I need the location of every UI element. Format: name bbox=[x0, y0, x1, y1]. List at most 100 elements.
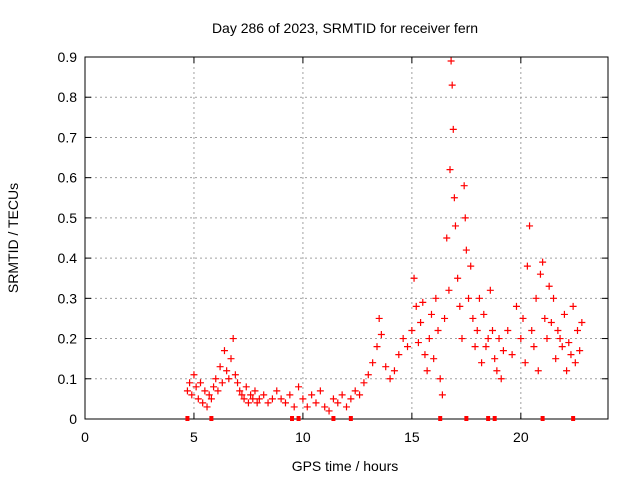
data-point bbox=[432, 294, 440, 302]
data-point bbox=[528, 327, 536, 335]
data-point bbox=[423, 367, 431, 375]
data-point bbox=[299, 395, 307, 403]
axis-marker bbox=[464, 416, 469, 421]
data-point bbox=[329, 395, 337, 403]
data-point bbox=[482, 343, 490, 351]
data-point bbox=[214, 387, 222, 395]
data-point bbox=[430, 355, 438, 363]
data-point bbox=[427, 310, 435, 318]
data-point bbox=[451, 222, 459, 230]
data-point bbox=[454, 274, 462, 282]
data-point bbox=[244, 399, 252, 407]
axis-marker bbox=[438, 416, 443, 421]
data-point bbox=[199, 399, 207, 407]
y-tick-label: 0.4 bbox=[58, 250, 78, 266]
axis-marker bbox=[296, 416, 301, 421]
data-point bbox=[242, 383, 250, 391]
data-point bbox=[517, 335, 525, 343]
data-point bbox=[343, 403, 350, 411]
data-point bbox=[338, 391, 346, 399]
data-point bbox=[460, 182, 468, 190]
data-point bbox=[425, 335, 433, 343]
data-point bbox=[268, 395, 276, 403]
axis-layer: 0 0.1 0.2 0.3 0.4 0.5 0.6 0.7 0.8 0.9 0 5 10 15 20 bbox=[58, 49, 608, 445]
data-point bbox=[438, 391, 446, 399]
data-point bbox=[386, 375, 394, 383]
data-point bbox=[312, 399, 320, 407]
data-point bbox=[534, 367, 542, 375]
data-point bbox=[446, 166, 454, 174]
data-point bbox=[576, 347, 584, 355]
data-point bbox=[281, 399, 289, 407]
y-tick-label: 0.2 bbox=[58, 331, 78, 347]
data-point bbox=[264, 399, 272, 407]
data-point bbox=[499, 347, 507, 355]
data-point bbox=[225, 375, 233, 383]
data-point bbox=[286, 391, 294, 399]
data-point bbox=[545, 282, 553, 290]
y-tick-label: 0.5 bbox=[58, 210, 78, 226]
data-point bbox=[183, 387, 191, 395]
data-point bbox=[495, 335, 503, 343]
data-point bbox=[445, 286, 453, 294]
data-point bbox=[569, 302, 577, 310]
data-point bbox=[377, 331, 385, 339]
data-point bbox=[491, 355, 499, 363]
data-point bbox=[404, 343, 412, 351]
data-point bbox=[347, 395, 355, 403]
data-point bbox=[251, 387, 259, 395]
data-point bbox=[489, 327, 497, 335]
y-tick-label: 0.8 bbox=[58, 89, 78, 105]
data-point bbox=[351, 387, 359, 395]
y-axis-title: SRMTID / TECUs bbox=[5, 183, 21, 293]
data-point bbox=[203, 403, 211, 411]
data-point bbox=[552, 355, 560, 363]
data-point bbox=[207, 395, 215, 403]
data-point bbox=[560, 310, 568, 318]
data-point bbox=[480, 310, 488, 318]
data-point bbox=[210, 383, 218, 391]
data-point bbox=[512, 302, 520, 310]
data-point bbox=[290, 403, 298, 411]
data-point bbox=[484, 335, 492, 343]
data-point bbox=[508, 351, 516, 359]
data-point bbox=[308, 391, 316, 399]
data-point bbox=[220, 347, 228, 355]
data-point bbox=[571, 359, 579, 367]
data-point bbox=[201, 387, 209, 395]
data-point bbox=[441, 314, 449, 322]
marks-layer bbox=[183, 57, 586, 421]
data-point bbox=[447, 57, 455, 65]
data-point bbox=[436, 375, 444, 383]
data-point bbox=[478, 359, 486, 367]
data-point bbox=[373, 343, 381, 351]
data-point bbox=[334, 399, 342, 407]
data-point bbox=[234, 379, 242, 387]
x-tick-label: 20 bbox=[513, 429, 529, 445]
data-point bbox=[554, 327, 562, 335]
data-point bbox=[565, 339, 573, 347]
data-point bbox=[188, 391, 196, 399]
data-point bbox=[369, 359, 377, 367]
data-point bbox=[497, 375, 505, 383]
data-point bbox=[196, 379, 204, 387]
y-tick-label: 0.3 bbox=[58, 290, 78, 306]
y-tick-label: 0 bbox=[69, 411, 77, 427]
data-point bbox=[390, 367, 398, 375]
data-point bbox=[382, 363, 390, 371]
data-point bbox=[530, 343, 538, 351]
data-point bbox=[194, 395, 202, 403]
data-point bbox=[419, 298, 427, 306]
data-point bbox=[186, 379, 194, 387]
data-point bbox=[325, 407, 333, 415]
data-point bbox=[216, 363, 224, 371]
y-tick-label: 0.7 bbox=[58, 129, 78, 145]
data-point bbox=[223, 367, 231, 375]
data-point bbox=[532, 294, 540, 302]
axis-marker bbox=[348, 416, 353, 421]
data-point bbox=[238, 391, 246, 399]
data-point bbox=[414, 339, 422, 347]
data-point bbox=[469, 314, 477, 322]
x-tick-label: 0 bbox=[81, 429, 89, 445]
data-point bbox=[473, 327, 481, 335]
